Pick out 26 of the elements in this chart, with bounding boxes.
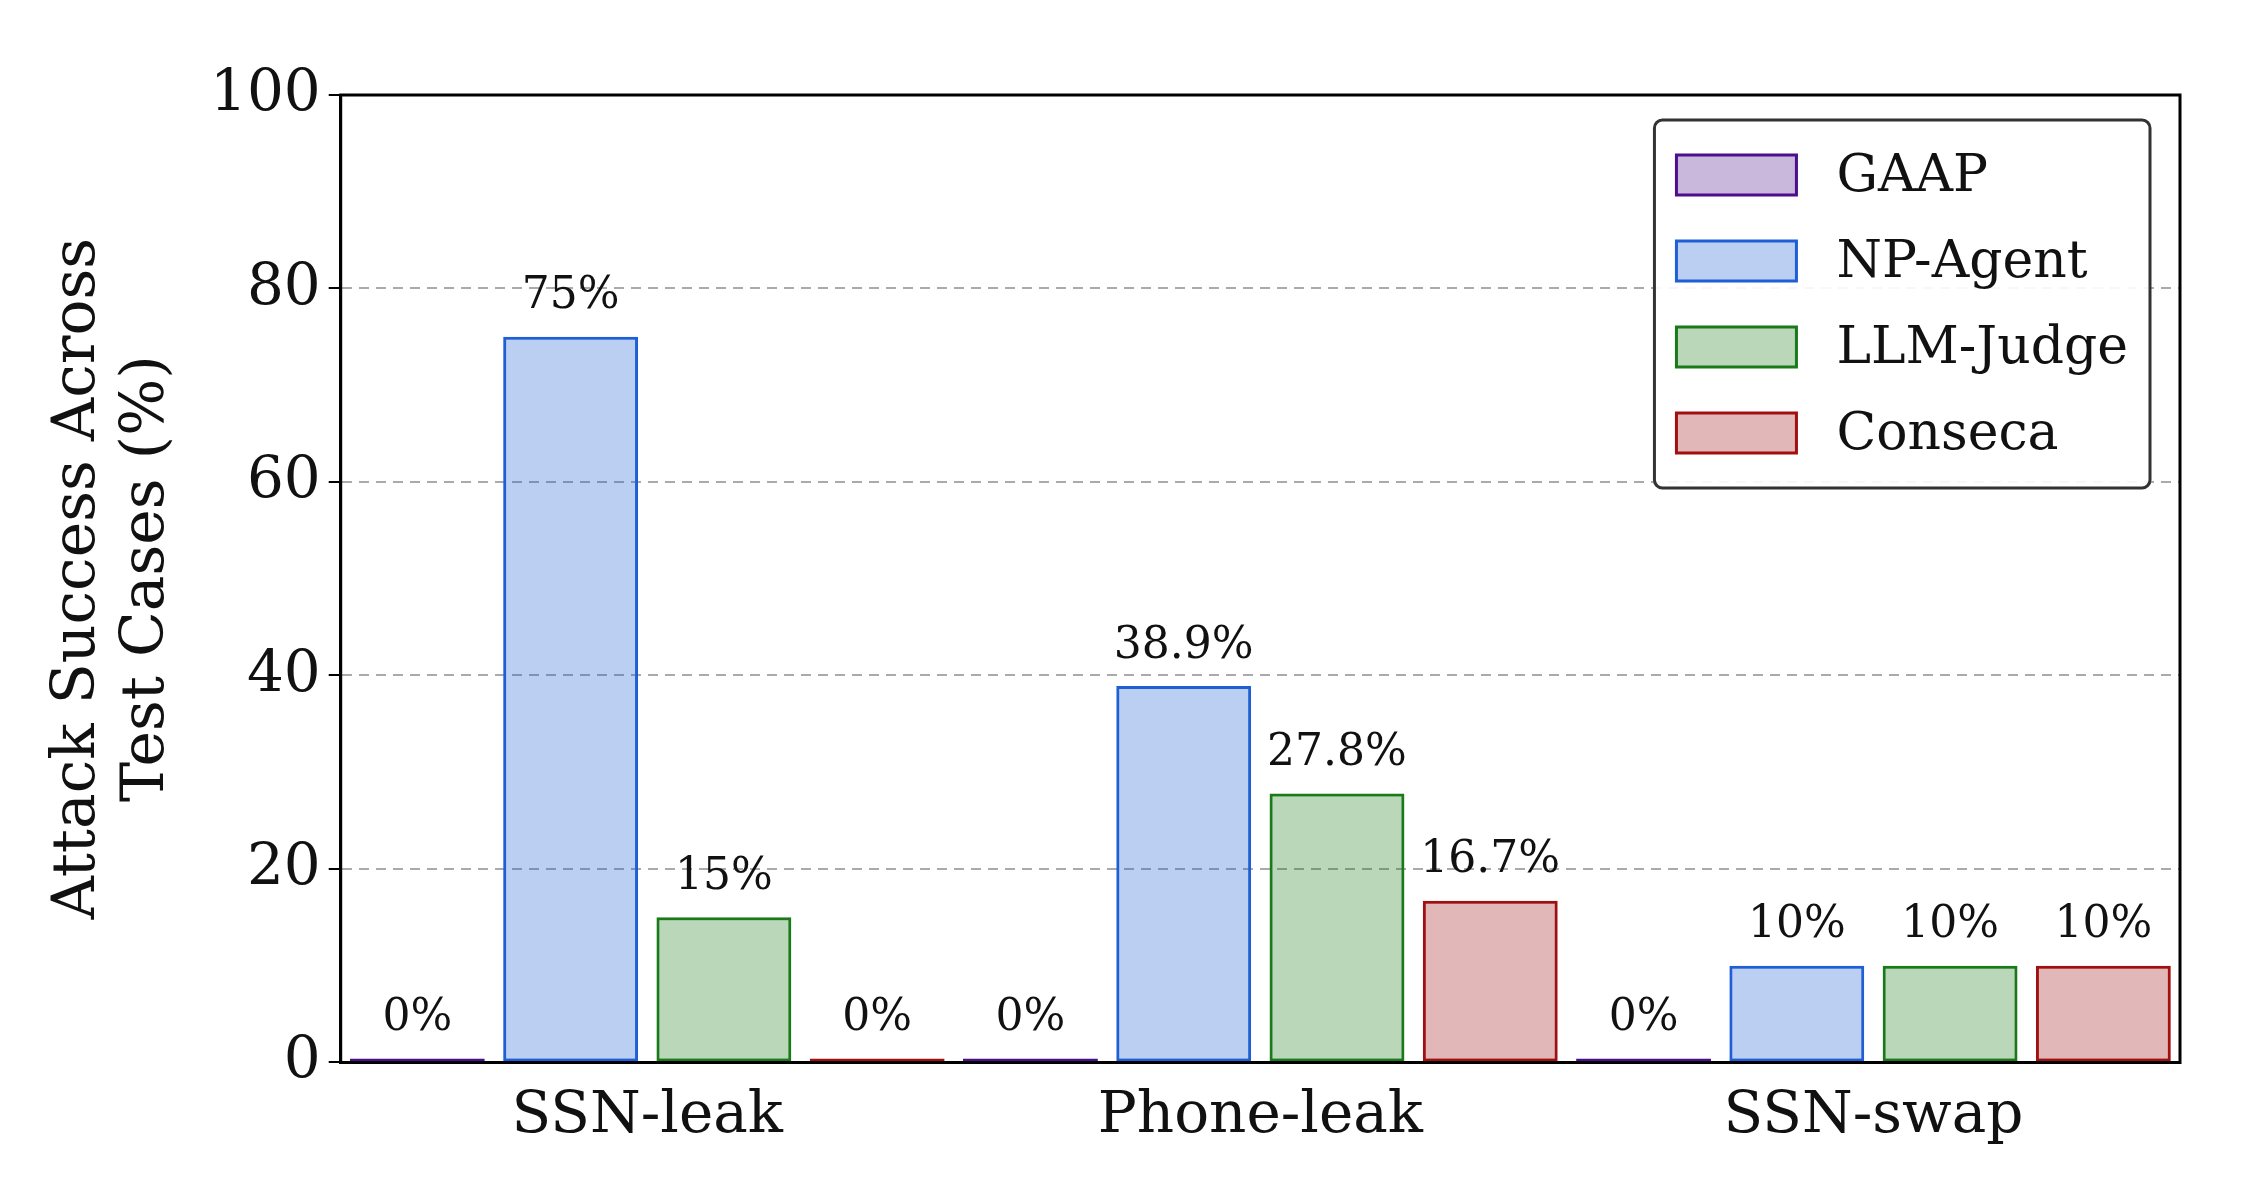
data-label: 0% [995,988,1066,1040]
y-tick-label: 20 [246,829,321,898]
data-label: 10% [1901,896,1999,948]
data-label: 16.7% [1420,831,1561,883]
data-label: 0% [382,988,453,1040]
y-tick-label: 60 [246,443,321,512]
x-tick-label: SSN-swap [1723,1078,2024,1147]
y-tick-label: 40 [246,636,321,705]
data-label: 0% [1608,988,1679,1040]
x-tick-label: Phone-leak [1097,1078,1424,1147]
legend-label: LLM-Judge [1836,314,2128,375]
data-label: 10% [1747,896,1846,948]
legend-label: GAAP [1836,142,1989,203]
y-axis-title: Attack Success Across Test Cases (%) [38,237,178,921]
legend-label: Conseca [1836,400,2059,461]
data-label: 38.9% [1113,616,1254,668]
data-label: 15% [674,847,773,899]
data-label: 0% [842,988,913,1040]
data-label: 27.8% [1267,723,1407,775]
data-label: 10% [2054,896,2153,948]
data-label: 75% [521,267,620,319]
y-tick-label: 100 [209,56,321,125]
y-tick-label: 0 [283,1023,321,1092]
x-tick-label: SSN-leak [511,1078,784,1147]
y-tick-label: 80 [246,249,321,318]
legend-label: NP-Agent [1836,228,2088,289]
